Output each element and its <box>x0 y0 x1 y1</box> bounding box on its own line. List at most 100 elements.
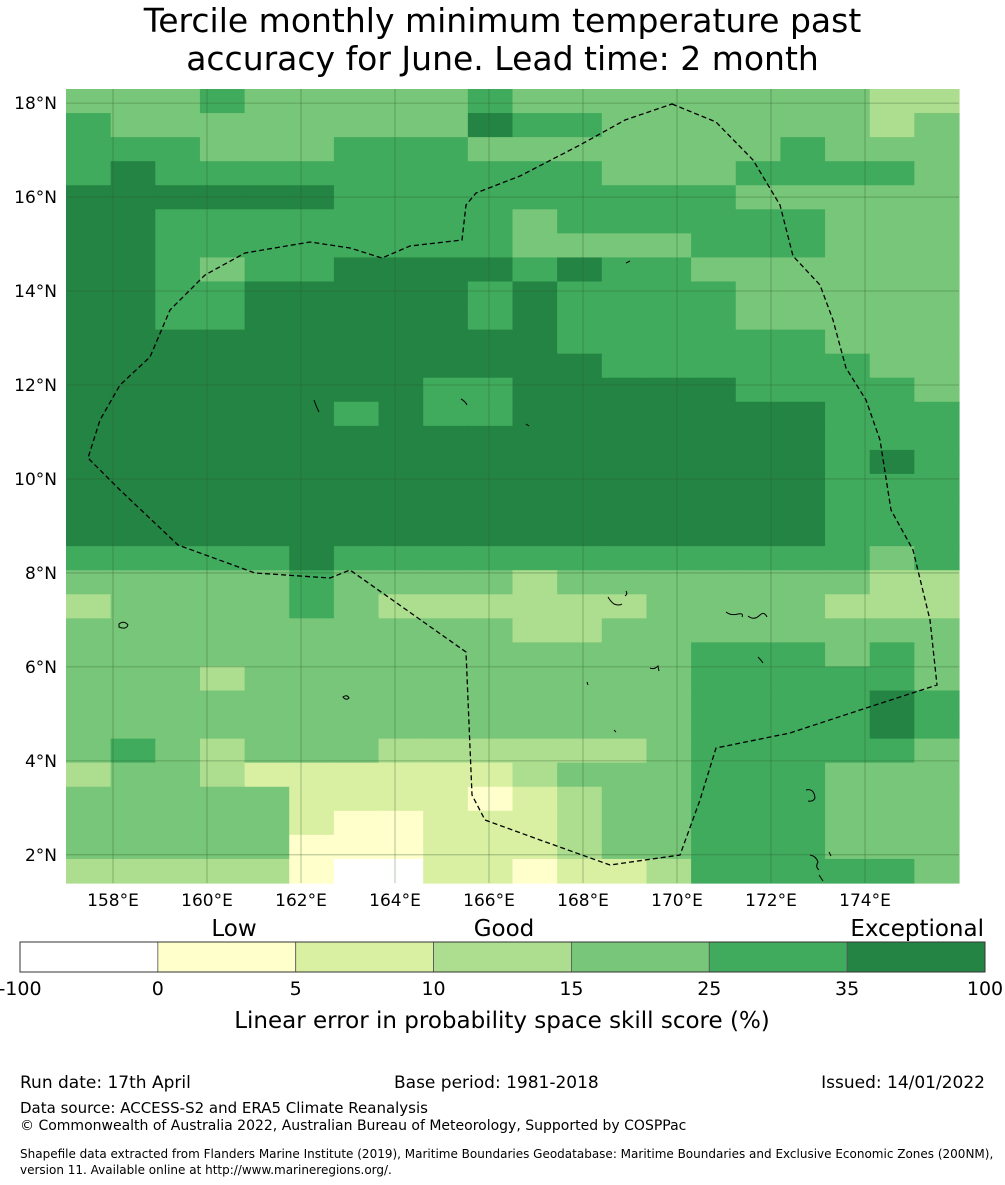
grid-cell <box>110 401 156 427</box>
grid-cell <box>333 473 380 499</box>
grid-cell <box>825 786 871 812</box>
grid-cell <box>601 642 648 668</box>
grid-cell <box>735 137 781 162</box>
grid-cell <box>423 786 469 812</box>
grid-cell <box>333 209 380 234</box>
grid-cell <box>66 714 112 740</box>
grid-cell <box>333 810 380 836</box>
grid-cell <box>646 281 692 307</box>
grid-cell <box>646 714 692 740</box>
grid-cell <box>467 329 514 355</box>
grid-cell <box>244 185 290 210</box>
grid-cell <box>467 113 514 138</box>
grid-cell <box>333 714 380 740</box>
grid-cell <box>825 281 871 307</box>
grid-cell <box>601 522 648 547</box>
grid-cell <box>825 329 871 355</box>
grid-cell <box>512 257 558 283</box>
grid-cell <box>512 353 558 379</box>
grid-cell <box>825 449 871 475</box>
grid-cell <box>691 522 737 547</box>
colorbar-segment <box>433 941 572 973</box>
grid-cell <box>691 858 737 884</box>
grid-cell <box>825 522 871 547</box>
grid-cell <box>914 113 960 138</box>
grid-cell <box>244 858 290 884</box>
grid-cell <box>512 834 558 860</box>
grid-cell <box>378 137 424 162</box>
grid-cell <box>66 570 112 595</box>
grid-cell <box>199 89 246 114</box>
island-outline <box>607 596 623 606</box>
grid-cell <box>735 377 781 403</box>
grid-cell <box>557 401 603 427</box>
grid-cell <box>467 762 514 788</box>
grid-cell <box>646 738 692 764</box>
grid-cell <box>155 690 201 716</box>
grid-cell <box>825 738 871 764</box>
grid-cell <box>423 570 469 595</box>
grid-cell <box>869 377 915 403</box>
grid-cell <box>333 401 380 427</box>
grid-cell <box>66 810 112 836</box>
grid-cell <box>646 233 692 259</box>
grid-cell <box>333 594 380 619</box>
grid-cell <box>467 666 514 692</box>
grid-cell <box>735 810 781 836</box>
grid-cell <box>333 305 380 331</box>
grid-cell <box>691 618 737 643</box>
grid-cell <box>423 618 469 643</box>
grid-cell <box>557 714 603 740</box>
grid-cell <box>244 666 290 692</box>
grid-cell <box>646 425 692 451</box>
grid-cell <box>646 137 692 162</box>
grid-cell <box>914 377 960 403</box>
grid-cell <box>244 233 290 259</box>
grid-cell <box>780 377 826 403</box>
grid-cell <box>378 666 424 692</box>
grid-cell <box>110 786 156 812</box>
grid-cell <box>646 522 692 547</box>
grid-cell <box>378 498 424 523</box>
grid-cell <box>601 834 648 860</box>
grid-cell <box>155 642 201 668</box>
latitude-tick-label: 2°N <box>25 846 57 866</box>
latitude-tick-label: 16°N <box>14 188 57 208</box>
colorbar-segments <box>19 941 986 973</box>
grid-cell <box>691 834 737 860</box>
grid-cell <box>199 161 246 186</box>
eez-boundary <box>87 103 938 866</box>
colorbar-tick-label: 10 <box>421 978 445 1000</box>
grid-cell <box>691 353 737 379</box>
island-outline <box>313 399 320 413</box>
grid-cell <box>557 305 603 331</box>
grid-cell <box>155 353 201 379</box>
grid-cell <box>780 257 826 283</box>
grid-cell <box>199 642 246 668</box>
grid-cell <box>780 353 826 379</box>
grid-cell <box>110 738 156 764</box>
grid-cell <box>199 353 246 379</box>
grid-cell <box>914 570 960 595</box>
island-outline <box>625 260 631 264</box>
grid-cell <box>869 161 915 186</box>
longitude-tick-label: 168°E <box>557 891 609 911</box>
grid-cell <box>512 161 558 186</box>
grid-cell <box>378 161 424 186</box>
grid-cell <box>914 762 960 788</box>
grid-cell <box>825 89 871 114</box>
grid-cell <box>735 546 781 571</box>
grid-cell <box>735 257 781 283</box>
grid-cell <box>333 161 380 186</box>
grid-cell <box>646 858 692 884</box>
grid-cell <box>378 257 424 283</box>
grid-cell <box>333 281 380 307</box>
grid-cell <box>601 425 648 451</box>
grid-cell <box>289 810 335 836</box>
grid-cell <box>869 425 915 451</box>
grid-cell <box>557 89 603 114</box>
grid-cell <box>512 762 558 788</box>
grid-cell <box>378 353 424 379</box>
grid-cell <box>110 834 156 860</box>
grid-cell <box>244 257 290 283</box>
